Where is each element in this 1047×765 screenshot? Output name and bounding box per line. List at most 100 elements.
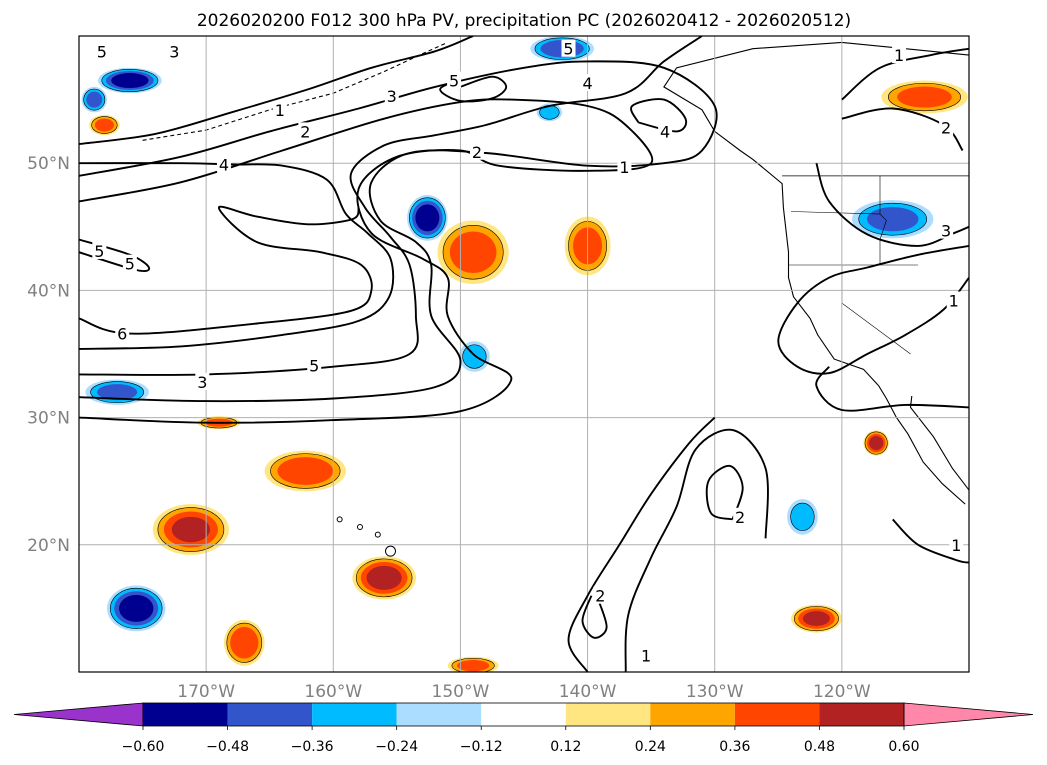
precip-region-21-level-2 [94, 118, 115, 132]
pv-contour-label: 1 [949, 292, 959, 311]
pv-contour-label: 5 [309, 356, 319, 375]
pv-contour-label: 1 [619, 158, 629, 177]
precip-region-5-level-3 [119, 594, 154, 622]
lon-tick-label: 150°W [432, 682, 490, 702]
precip-region-16-level-2 [230, 626, 259, 659]
precip-region-14-level-2 [277, 457, 334, 485]
precip-region-10-level-2 [449, 231, 497, 274]
pv-contour-label: 5 [94, 242, 104, 261]
precip-region-18-level-3 [802, 611, 830, 626]
pv-label-background [949, 535, 964, 553]
pv-contour-3 [79, 36, 703, 376]
pv-label-background [94, 42, 109, 60]
pv-label-background [195, 372, 210, 390]
pv-contour-6 [79, 238, 151, 273]
state-border-3 [790, 211, 881, 215]
pv-label-background [946, 291, 961, 309]
colorbar-tick-label: 0.24 [635, 739, 666, 755]
colorbar-segment [565, 703, 651, 726]
colorbar-tick-label: −0.12 [460, 739, 503, 755]
hawaii-island-0 [385, 545, 396, 557]
colorbar-tick-label: 0.12 [550, 739, 581, 755]
pv-contour-16 [777, 244, 969, 375]
colorbar-tick-label: −0.48 [206, 739, 249, 755]
pv-contour-label: 1 [641, 646, 651, 665]
pv-contour-label: 5 [125, 255, 135, 274]
colorbar-segment [819, 703, 904, 726]
precip-region-7-level-2 [867, 207, 919, 232]
colorbar-frame [142, 702, 905, 727]
lat-tick-label: 20°N [27, 536, 70, 556]
pv-contour-label: 1 [275, 101, 285, 120]
colorbar-segment [650, 703, 735, 726]
colorbar-tick-label: 0.48 [804, 739, 835, 755]
lon-tick-label: 160°W [304, 682, 362, 702]
pv-contour-12 [581, 595, 608, 639]
colorbar-tick-label: −0.60 [122, 739, 165, 755]
pv-label-background [447, 71, 462, 89]
chart-title: 2026020200 F012 300 hPa PV, precipitatio… [197, 11, 851, 31]
map-frame [78, 35, 970, 673]
pv-label-background [733, 507, 748, 525]
state-border-2 [841, 265, 911, 355]
pv-contour-label: 3 [169, 42, 179, 61]
pv-contour-11 [705, 464, 744, 521]
pv-contour-7 [439, 75, 508, 103]
pv-contour-14 [841, 107, 964, 152]
precip-region-15-level-3 [366, 565, 402, 590]
state-border-0 [879, 175, 887, 265]
pv-label-background [272, 100, 287, 118]
pv-label-background [639, 646, 654, 664]
precip-region-4-level-2 [97, 384, 138, 401]
pv-contour-label: 4 [660, 122, 670, 141]
pv-label-background [658, 122, 673, 140]
pv-contour-label: 3 [387, 87, 397, 106]
pv-contour-15 [815, 162, 969, 247]
pv-contour-18 [892, 518, 969, 564]
colorbar-extend-low [13, 702, 144, 727]
precip-region-12-level-2 [897, 86, 952, 108]
pv-label-background [892, 46, 907, 64]
lat-tick-label: 30°N [27, 409, 70, 429]
pv-contour-17 [815, 366, 969, 412]
colorbar-segment [481, 703, 566, 726]
precip-region-1-level-2 [86, 91, 103, 108]
pv-contour-label: 2 [300, 122, 310, 141]
colorbar: −0.60 −0.48 −0.36 −0.24 −0.12 0.12 0.24 0.36 0.4… [13, 702, 1034, 755]
pv-contour-2 [79, 36, 474, 146]
pv-label-background [939, 221, 954, 239]
pv-label-background [580, 74, 595, 92]
lat-tick-label: 50°N [27, 154, 70, 174]
colorbar-segment [312, 703, 397, 726]
pv-contour-9 [567, 416, 716, 672]
pv-contour-10 [624, 428, 769, 672]
precip-region-0-level-3 [111, 73, 149, 89]
lon-tick-label: 170°W [177, 682, 235, 702]
pv-contour-label: 3 [197, 373, 207, 392]
pv-contour-label: 5 [97, 42, 107, 61]
pv-label-background [617, 158, 632, 176]
pv-label-background [384, 86, 399, 104]
pv-contour-label: 5 [449, 72, 459, 91]
pv-contour-5 [79, 205, 373, 335]
precip-region-2-level-3 [415, 204, 440, 232]
hawaii-island-2 [356, 523, 363, 530]
lat-tick-label: 40°N [27, 281, 70, 301]
lon-tick-label: 140°W [559, 682, 617, 702]
pv-label-background [115, 324, 130, 342]
pv-contour-label: 2 [595, 587, 605, 606]
pv-contour-label: 1 [951, 536, 961, 555]
colorbar-segment [227, 703, 313, 726]
colorbar-tick-label: 0.60 [888, 739, 919, 755]
hawaii-island-1 [374, 531, 381, 538]
precip-region-19-level-3 [869, 435, 884, 451]
pv-label-background [469, 142, 484, 160]
colorbar-tick-label: −0.36 [291, 739, 334, 755]
pv-contour-label: 2 [472, 143, 482, 162]
colorbar-segment [734, 703, 820, 726]
pv-contour-label: 2 [941, 119, 951, 138]
pv-contour-label: 3 [941, 222, 951, 241]
